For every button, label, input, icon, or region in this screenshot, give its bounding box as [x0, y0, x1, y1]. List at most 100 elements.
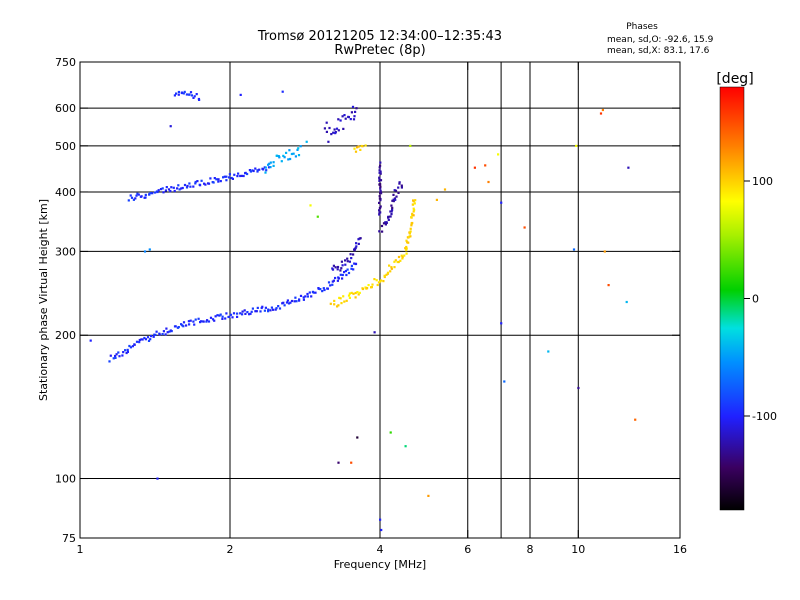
echo-point [192, 96, 195, 99]
echo-point [332, 279, 335, 282]
echo-point [405, 247, 408, 250]
echo-point [225, 175, 228, 178]
echo-point [138, 341, 141, 344]
echo-point [347, 271, 351, 275]
echo-point [239, 93, 242, 96]
echo-point [187, 320, 190, 323]
echo-point [277, 155, 280, 158]
echo-point [380, 528, 383, 532]
echo-point [121, 354, 124, 357]
echo-point [131, 345, 134, 348]
echo-point [140, 195, 143, 198]
echo-point [378, 206, 382, 210]
echo-point [182, 325, 185, 328]
echo-point [409, 227, 412, 230]
echo-point [413, 202, 416, 205]
echo-point [228, 176, 231, 179]
echo-point [332, 264, 335, 267]
echo-point [126, 348, 129, 351]
echo-point [310, 295, 313, 298]
echo-point [336, 268, 339, 271]
echo-point [258, 168, 261, 171]
x-tick-label: 6 [464, 543, 471, 556]
echo-point [185, 324, 188, 327]
echo-point [244, 171, 247, 174]
grid-lines [80, 62, 680, 538]
echo-point [342, 127, 345, 130]
echo-point [138, 338, 141, 342]
echo-point [357, 238, 360, 241]
echo-point [180, 91, 183, 95]
echo-point [146, 336, 150, 339]
echo-point [407, 241, 410, 244]
echo-point [378, 195, 381, 198]
echo-point [404, 445, 407, 448]
echo-point [240, 174, 243, 177]
echo-point [378, 197, 381, 200]
echo-point [357, 242, 360, 245]
echo-point [375, 279, 378, 282]
echo-point [350, 291, 353, 294]
echo-point [216, 314, 219, 317]
echo-point [177, 184, 180, 187]
echo-point [371, 283, 374, 286]
echo-point [232, 312, 236, 315]
echo-point [322, 287, 325, 290]
echo-point [230, 176, 233, 180]
echo-point [376, 283, 379, 287]
echo-point [394, 189, 398, 192]
echo-point [323, 127, 326, 130]
echo-point [196, 180, 199, 183]
echo-point [195, 93, 198, 96]
echo-point [114, 356, 117, 359]
echo-point [199, 320, 203, 323]
echo-point [392, 198, 395, 201]
echo-point [385, 221, 388, 224]
echo-point [361, 287, 365, 291]
echo-point [205, 320, 208, 323]
echo-point [378, 213, 381, 216]
echo-point [302, 296, 305, 299]
echo-point [155, 330, 158, 333]
echo-point [177, 326, 180, 329]
echo-point [229, 313, 233, 316]
echo-point [261, 305, 264, 308]
echo-point [332, 131, 335, 134]
echo-point [129, 346, 132, 349]
echo-point [241, 313, 244, 316]
echo-point [337, 461, 340, 464]
echo-point [252, 169, 255, 173]
echo-point [339, 297, 342, 300]
echo-point [177, 93, 180, 96]
x-axis-label: Frequency [MHz] [334, 558, 426, 571]
y-axis-label: Stationary phase Virtual Height [km] [37, 199, 50, 401]
echo-point [143, 336, 146, 340]
echo-point [397, 260, 400, 264]
echo-point [188, 323, 191, 326]
echo-point [214, 315, 217, 318]
echo-point [319, 288, 322, 291]
echo-point [173, 94, 176, 97]
echo-point [183, 183, 187, 187]
echo-point [272, 164, 275, 167]
echo-point [299, 294, 303, 297]
echo-point [347, 116, 350, 119]
echo-point [133, 343, 136, 346]
echo-point [225, 312, 228, 315]
echo-point [267, 308, 270, 311]
echo-point [409, 230, 412, 233]
echo-point [302, 298, 305, 301]
echo-point [352, 268, 355, 271]
colorbar-ticks: 100 0 -100 [744, 175, 777, 423]
echo-point [132, 198, 135, 201]
echo-point [109, 354, 112, 357]
echo-point [405, 249, 408, 252]
echo-point [379, 161, 382, 164]
echo-point [379, 183, 382, 186]
echo-point [275, 307, 278, 310]
echo-point [298, 298, 301, 301]
echo-point [114, 354, 117, 358]
y-tick-label: 600 [55, 102, 76, 115]
echo-point [263, 309, 266, 312]
data-points [89, 90, 637, 532]
